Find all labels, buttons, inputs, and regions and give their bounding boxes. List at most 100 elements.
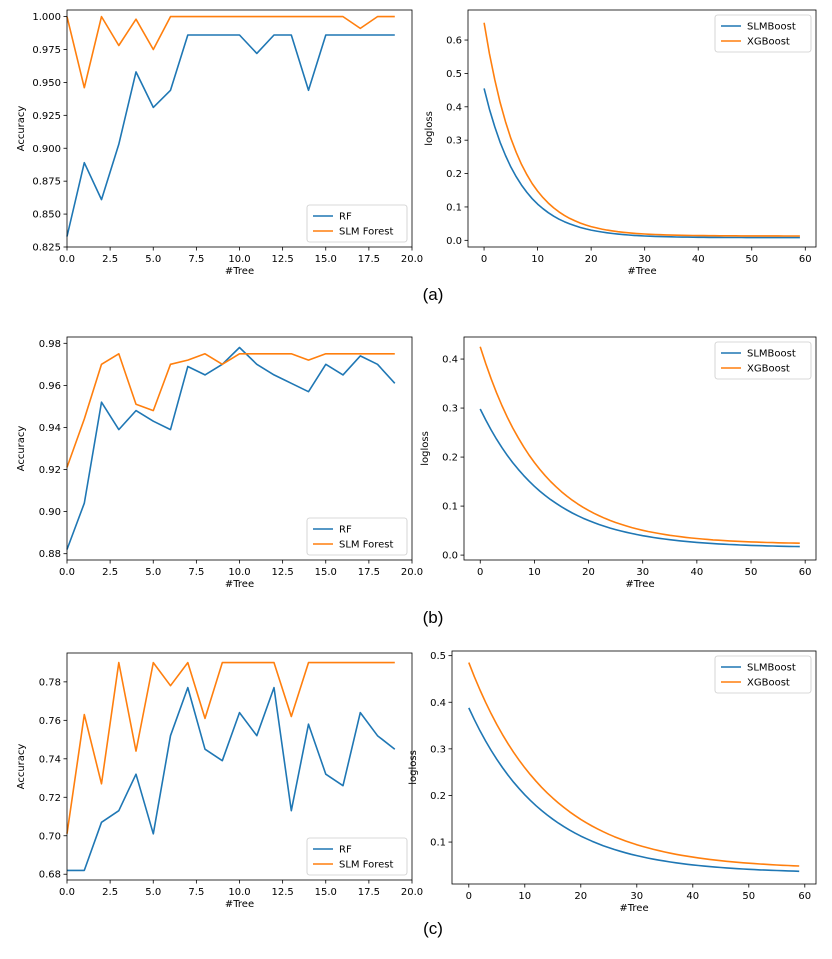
- x-tick-label: 30: [636, 567, 649, 578]
- y-tick-label: 0.92: [39, 465, 61, 476]
- x-tick-label: 12.5: [271, 887, 293, 898]
- x-tick-label: 17.5: [358, 254, 380, 265]
- legend-box: [714, 655, 812, 694]
- x-tick-label: 40: [686, 891, 699, 902]
- legend-box: [714, 341, 812, 380]
- x-tick-label: 17.5: [358, 887, 380, 898]
- x-tick-label: 10.0: [228, 567, 250, 578]
- legend-box: [306, 204, 408, 243]
- y-tick-label: 0.2: [442, 453, 458, 464]
- x-tick-label: 60: [799, 254, 812, 265]
- x-tick-label: 60: [799, 567, 812, 578]
- y-tick-label: 0.4: [430, 698, 446, 709]
- legend-label-xgboost: XGBoost: [747, 37, 790, 48]
- series-line-slmboost: [479, 408, 800, 548]
- x-tick-label: 20.0: [401, 254, 423, 265]
- x-tick-label: 20: [574, 891, 587, 902]
- x-tick-label: 15.0: [315, 254, 337, 265]
- y-tick-label: 0.98: [39, 339, 61, 350]
- y-tick-label: 0.825: [32, 243, 61, 254]
- x-tick-label: 10: [531, 254, 544, 265]
- y-tick-label: 0.2: [446, 169, 462, 180]
- y-axis-label: logloss: [408, 750, 419, 785]
- y-tick-label: 0.78: [39, 677, 61, 688]
- series-line-xgboost: [479, 346, 800, 544]
- y-tick-label: 0.70: [39, 831, 61, 842]
- series-line-slm-forest: [66, 352, 395, 468]
- x-axis-label: #Tree: [627, 266, 656, 277]
- x-tick-label: 20: [582, 567, 595, 578]
- x-tick-label: 20: [585, 254, 598, 265]
- x-tick-label: 20.0: [401, 567, 423, 578]
- chart-a-left: 0.0 2.5 5.0 7.5 10.0 12.5 15.0 17.5 20.0 0.825 0.8…: [16, 9, 423, 277]
- x-tick-label: 17.5: [358, 567, 380, 578]
- y-tick-label: 0.950: [32, 78, 61, 89]
- x-tick-label: 5.0: [145, 567, 161, 578]
- chart-a-right: 0 10 20 30 40 50 60 0.0 0.1 0.2 0.3 0.4 0.5 0.6 #Tree l…: [424, 9, 817, 277]
- y-tick-label: 0.3: [442, 404, 458, 415]
- series-line-rf: [66, 34, 395, 237]
- y-tick-label: 0.975: [32, 45, 61, 56]
- series-line-xgboost: [468, 662, 800, 867]
- x-tick-label: 15.0: [315, 887, 337, 898]
- legend-label-rf: RF: [339, 845, 352, 856]
- y-tick-label: 0.1: [446, 202, 462, 213]
- x-axis-label: #Tree: [625, 579, 654, 590]
- x-tick-label: 50: [745, 254, 758, 265]
- x-tick-label: 15.0: [315, 567, 337, 578]
- y-tick-label: 0.925: [32, 111, 61, 122]
- y-axis-label: Accuracy: [16, 744, 27, 790]
- x-axis-label: #Tree: [225, 579, 254, 590]
- y-tick-label: 0.72: [39, 793, 61, 804]
- x-tick-label: 0.0: [59, 254, 75, 265]
- y-tick-label: 0.94: [39, 423, 61, 434]
- chart-b-right: 0 10 20 30 40 50 60 0.0 0.1 0.2 0.3 0.4 #Tree logloss…: [420, 336, 817, 590]
- x-tick-label: 7.5: [188, 254, 204, 265]
- legend-label-slmboost: SLMBoost: [747, 349, 796, 360]
- y-axis-label: Accuracy: [16, 106, 27, 152]
- y-tick-label: 0.5: [446, 69, 462, 80]
- legend-label-rf: RF: [339, 212, 352, 223]
- y-tick-label: 0.74: [39, 754, 61, 765]
- caption-c: (c): [423, 919, 443, 938]
- legend-box: [306, 837, 408, 876]
- x-tick-label: 7.5: [188, 887, 204, 898]
- x-tick-label: 0: [481, 254, 487, 265]
- caption-b: (b): [422, 608, 444, 627]
- series-line-slm-forest: [66, 661, 395, 834]
- y-tick-label: 0.1: [442, 502, 458, 513]
- y-tick-label: 0.5: [430, 651, 446, 662]
- y-tick-label: 0.0: [442, 551, 458, 562]
- legend-label-xgboost: XGBoost: [747, 678, 790, 689]
- legend-box: [306, 517, 408, 556]
- x-tick-label: 50: [745, 567, 758, 578]
- y-axis-label: logloss: [420, 431, 431, 466]
- x-tick-label: 10.0: [228, 887, 250, 898]
- x-tick-label: 40: [690, 567, 703, 578]
- legend-label-rf: RF: [339, 525, 352, 536]
- x-tick-label: 50: [742, 891, 755, 902]
- x-tick-label: 0: [466, 891, 472, 902]
- series-line-rf: [67, 686, 396, 872]
- x-axis-label: #Tree: [619, 903, 648, 914]
- y-tick-label: 0.4: [446, 102, 462, 113]
- x-tick-label: 10: [528, 567, 541, 578]
- series-line-xgboost: [483, 22, 800, 237]
- y-tick-label: 0.3: [446, 136, 462, 147]
- legend-label-slmboost: SLMBoost: [747, 22, 796, 33]
- x-tick-label: 0: [477, 567, 483, 578]
- x-tick-label: 30: [630, 891, 643, 902]
- series-line-slmboost: [483, 88, 800, 239]
- y-tick-label: 0.6: [446, 36, 462, 47]
- x-tick-label: 5.0: [145, 254, 161, 265]
- x-axis-label: #Tree: [225, 266, 254, 277]
- x-tick-label: 2.5: [102, 567, 118, 578]
- axes-frame: [451, 650, 817, 885]
- series-line-slm-forest: [66, 15, 395, 89]
- chart-c-left: 0.0 2.5 5.0 7.5 10.0 12.5 15.0 17.5 20.0 0.68 0.70…: [16, 652, 423, 910]
- series-line-rf: [66, 346, 396, 550]
- series-line-slmboost: [468, 707, 800, 873]
- y-tick-label: 0.2: [430, 791, 446, 802]
- y-axis-label: Accuracy: [16, 426, 27, 472]
- y-tick-label: 0.3: [430, 744, 446, 755]
